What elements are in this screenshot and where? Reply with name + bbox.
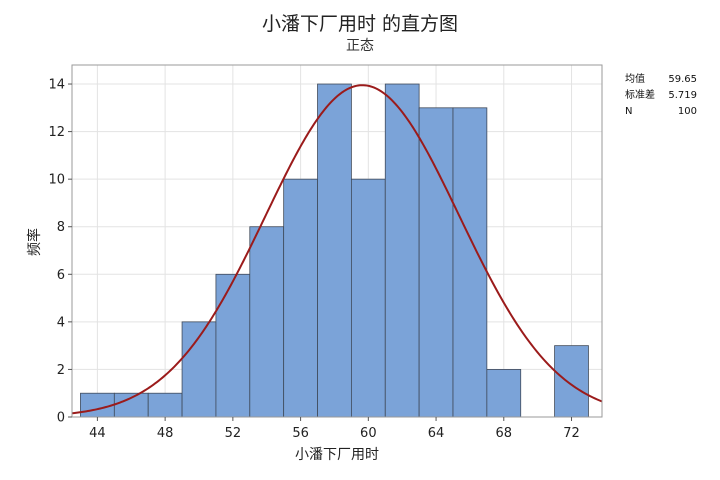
histogram-bar — [418, 107, 454, 418]
stat-label: N — [625, 106, 633, 117]
x-tick-label: 72 — [563, 426, 580, 441]
stat-row-n: N 100 — [625, 104, 697, 120]
normal-fit-curve — [71, 84, 603, 415]
chart-subtitle: 正态 — [346, 38, 374, 54]
y-tick-label: 12 — [48, 125, 65, 140]
y-tick-label: 14 — [48, 78, 65, 93]
histogram-bar — [486, 369, 522, 418]
chart-title: 小潘下厂用时 的直方图 — [261, 13, 459, 35]
plot-frame — [71, 64, 603, 418]
histogram-bar — [283, 178, 318, 418]
x-tick-label: 52 — [225, 426, 242, 441]
histogram-bar — [384, 83, 420, 418]
y-tick-label: 4 — [57, 315, 65, 330]
histogram-bar — [317, 83, 352, 418]
stat-label: 标准差 — [625, 90, 655, 101]
x-tick-label: 48 — [157, 426, 174, 441]
x-tick-label: 68 — [496, 426, 513, 441]
histogram-bar — [215, 273, 251, 418]
y-axis-label: 频率 — [27, 228, 43, 256]
y-tick-label: 8 — [57, 220, 65, 235]
stat-value: 100 — [677, 106, 697, 117]
stat-row-stdev: 标准差 5.719 — [625, 88, 697, 104]
y-tick-label: 0 — [57, 411, 65, 426]
x-tick-label: 56 — [292, 426, 309, 441]
histogram-bar — [350, 178, 386, 418]
x-tick-label: 64 — [428, 426, 445, 441]
histogram-bar — [554, 345, 589, 418]
stat-row-mean: 均值 59.65 — [625, 72, 697, 88]
histogram-bar — [147, 392, 183, 418]
histogram-bar — [249, 226, 285, 418]
x-axis-label: 小潘下厂用时 — [295, 447, 379, 463]
y-tick-label: 6 — [57, 268, 65, 283]
x-tick-label: 44 — [89, 426, 106, 441]
x-tick-label: 60 — [360, 426, 377, 441]
y-tick-label: 10 — [48, 173, 65, 188]
stat-value: 59.65 — [668, 74, 697, 85]
y-tick-label: 2 — [57, 363, 65, 378]
stats-legend: 均值 59.65 标准差 5.719 N 100 — [625, 72, 697, 120]
stat-label: 均值 — [625, 74, 645, 85]
stat-value: 5.719 — [668, 90, 697, 101]
